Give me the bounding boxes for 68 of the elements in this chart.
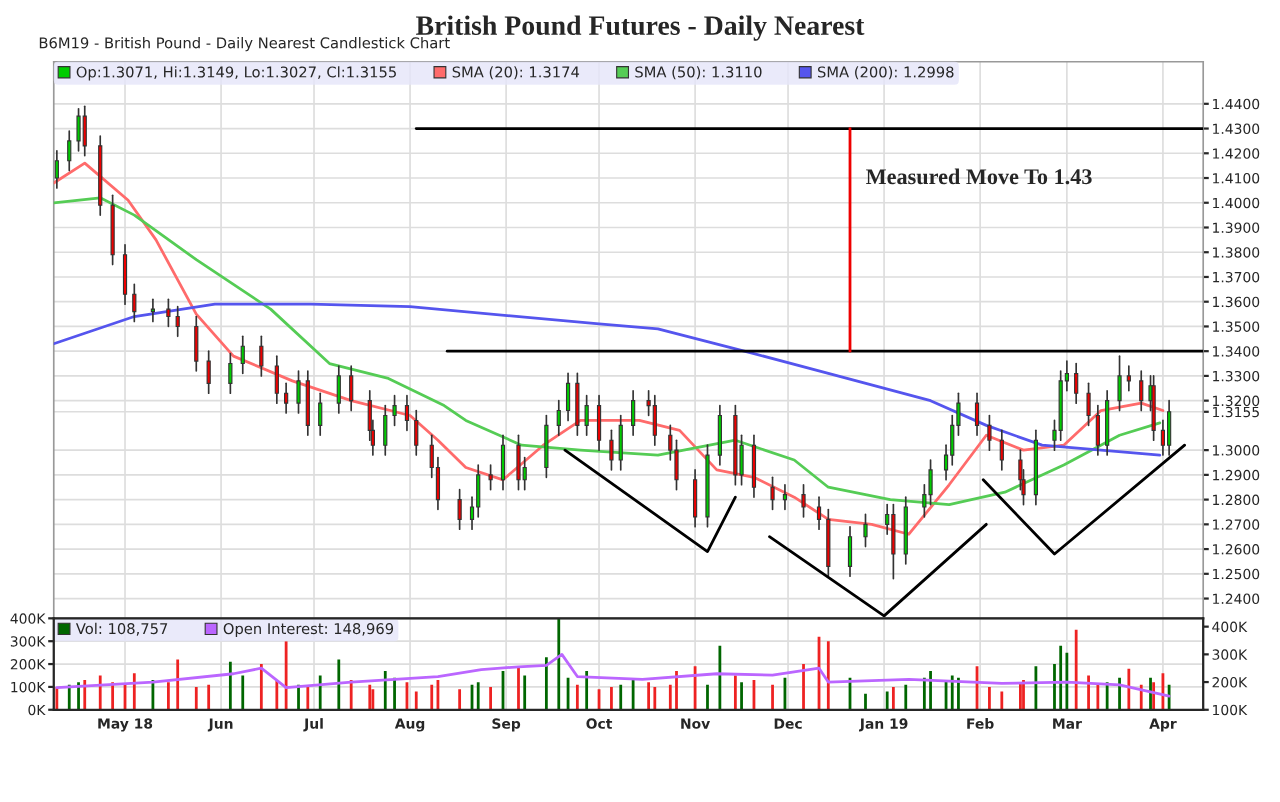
candlestick — [1105, 389, 1110, 456]
candlestick — [284, 382, 289, 414]
candlestick — [652, 394, 657, 447]
candlestick — [770, 476, 775, 511]
candlestick — [206, 350, 211, 395]
candlestick — [76, 107, 81, 152]
candlestick — [1126, 365, 1131, 392]
candlestick — [782, 483, 788, 511]
candlestick — [305, 370, 310, 437]
candlestick — [847, 525, 853, 578]
candlestick — [891, 503, 896, 580]
candlestick — [618, 414, 623, 471]
candlestick — [556, 399, 561, 437]
candlestick — [816, 496, 822, 531]
candlestick — [194, 315, 199, 372]
candlestick — [1117, 355, 1122, 412]
candlestick — [132, 283, 137, 323]
candlestick — [987, 414, 992, 451]
candlestick — [274, 355, 279, 404]
candlestick — [54, 149, 59, 189]
candlestick — [392, 394, 397, 427]
candlestick — [1167, 399, 1172, 456]
candlestick — [631, 389, 636, 437]
candlestick — [1160, 419, 1166, 456]
candlestick — [166, 298, 171, 328]
candlestick — [584, 394, 589, 437]
candlestick — [1086, 382, 1091, 427]
line-series — [55, 652, 1171, 698]
line-series — [53, 161, 1165, 536]
candlestick — [596, 394, 602, 451]
candlestick — [974, 392, 980, 437]
line-series — [53, 196, 1162, 506]
candlestick — [404, 394, 410, 432]
candlestick — [150, 298, 156, 323]
candlestick — [259, 335, 264, 377]
candlestick — [318, 392, 323, 437]
candlestick — [228, 352, 233, 395]
candlestick — [349, 365, 354, 412]
candlestick — [863, 513, 868, 548]
candlestick — [751, 434, 757, 498]
candlestick — [544, 414, 549, 479]
candlestick — [175, 305, 180, 338]
candlestick — [1139, 370, 1144, 412]
candlestick — [414, 409, 419, 456]
candlestick — [999, 429, 1004, 471]
candlestick — [457, 488, 462, 531]
candlestick — [575, 372, 580, 437]
candlestick — [296, 370, 301, 414]
candlestick — [801, 483, 806, 518]
candlestick — [383, 404, 388, 456]
candlestick — [826, 508, 831, 578]
candlestick — [240, 335, 245, 375]
candlestick — [516, 434, 521, 491]
candlestick — [692, 469, 698, 528]
candlestick — [1074, 362, 1079, 404]
candlestick — [903, 496, 908, 565]
candlestick — [488, 464, 493, 491]
candlestick — [717, 404, 722, 466]
candlestick — [609, 429, 614, 471]
annotation: Measured Move To 1.43 — [866, 168, 1092, 185]
line-series — [53, 302, 1162, 457]
candlestick — [500, 434, 506, 491]
candlestick — [67, 130, 72, 172]
candlestick — [1095, 404, 1100, 456]
candlestick — [336, 365, 341, 414]
candlestick — [122, 243, 128, 306]
candlestick — [565, 372, 571, 422]
candlestick — [82, 105, 87, 157]
